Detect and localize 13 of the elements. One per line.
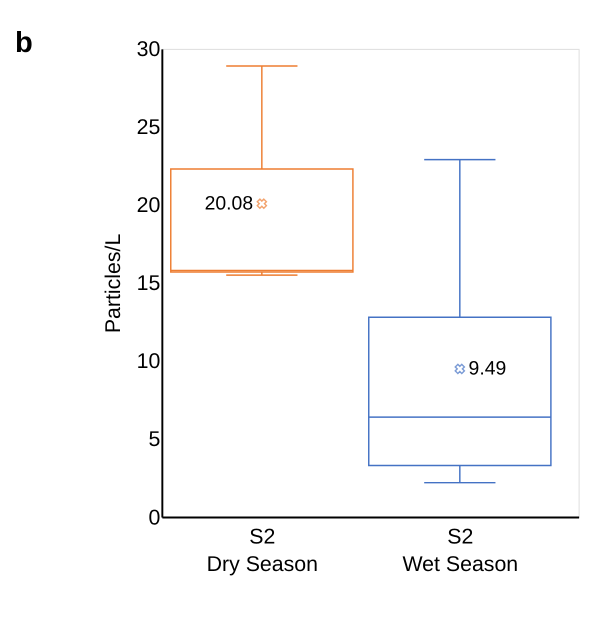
- annotation: 9.49: [468, 358, 506, 380]
- y-tick-label: 10: [136, 349, 161, 374]
- y-tick-label: 15: [136, 271, 160, 296]
- y-tick-label: 25: [136, 115, 160, 140]
- y-axis-title: Particles/L: [101, 234, 126, 334]
- x-tick-label: S2 Dry Season: [206, 524, 318, 576]
- chart-title: b: [15, 26, 33, 59]
- x-tick-label: S2 Wet Season: [402, 524, 518, 576]
- y-tick-label: 30: [136, 37, 161, 62]
- annotation: 20.08: [204, 192, 254, 214]
- y-tick-label: 20: [136, 193, 161, 218]
- y-tick-label: 0: [148, 505, 161, 530]
- y-tick-label: 5: [148, 427, 160, 452]
